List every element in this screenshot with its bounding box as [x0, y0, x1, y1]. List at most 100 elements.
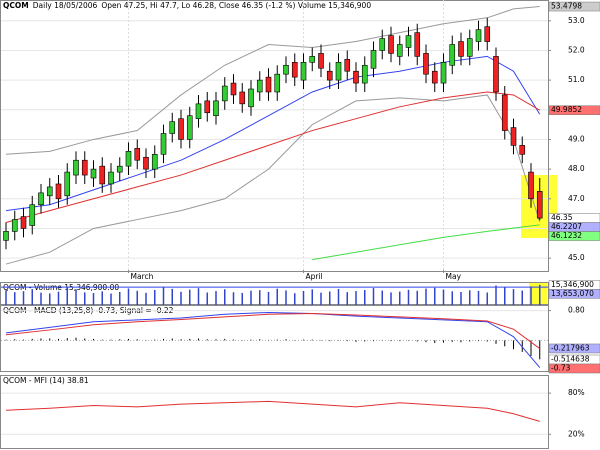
candle-body [256, 79, 263, 93]
candle-body [344, 59, 351, 72]
candle-body [475, 29, 482, 42]
candle-body [169, 121, 176, 134]
candle-body [431, 70, 438, 84]
candle-body [230, 82, 237, 96]
candle-body [11, 219, 18, 232]
candle-body [125, 151, 132, 167]
candle-body [423, 53, 429, 75]
y-tick-label: 47.0 [568, 194, 585, 203]
highlight [529, 282, 547, 305]
overlay-line [5, 6, 540, 155]
candle-body [519, 145, 526, 155]
price-header: QCOM Daily 18/05/2006 Open 47.25, Hi 47.7,… [3, 1, 371, 10]
candle-body [90, 168, 97, 179]
value-box-label: -0.514638 [551, 355, 590, 364]
y-tick-label: 53.0 [568, 16, 585, 25]
candle-body [213, 100, 219, 117]
overlay-line [5, 55, 541, 212]
candle-body [510, 127, 517, 146]
y-tick-label: 80% [568, 388, 585, 397]
series-line [5, 313, 541, 349]
overlay-line [5, 94, 541, 265]
candle-body [274, 73, 281, 93]
value-box [548, 105, 600, 115]
candle-body [151, 153, 158, 170]
candle-body [536, 191, 543, 219]
candle-body [414, 32, 421, 57]
series-line [5, 311, 541, 368]
y-tick-label: 48.0 [568, 164, 585, 173]
candle-body [361, 64, 368, 84]
value-box-label: -0.73 [551, 364, 571, 373]
value-box [548, 1, 600, 12]
value-box-label: -0.217963 [551, 343, 590, 352]
candle-body [405, 35, 412, 48]
panel-frame [0, 305, 549, 372]
candle-body [221, 85, 228, 102]
symbol: QCOM [3, 1, 29, 10]
y-tick-label: 51.0 [568, 75, 585, 84]
y-tick-label: 45.0 [568, 253, 585, 262]
candle-body [309, 56, 316, 63]
candle-body [20, 216, 27, 229]
candle-body [55, 183, 62, 200]
candle-body [186, 115, 193, 140]
y-tick-label: 20% [568, 429, 585, 438]
value-box [548, 289, 600, 299]
candle-body [326, 70, 333, 81]
candle-body [466, 38, 473, 57]
candle-body [501, 94, 508, 131]
candle-body [116, 165, 123, 173]
candle-body [99, 165, 106, 185]
candle-body [458, 41, 464, 57]
value-box-label: 46.1232 [551, 231, 582, 240]
candle-body [81, 159, 88, 176]
value-box [548, 231, 600, 241]
candle-body [528, 171, 534, 200]
candle-body [353, 70, 359, 84]
value-box-label: 53.4798 [551, 2, 582, 11]
candle-body [379, 38, 386, 51]
panel-frame [0, 0, 549, 272]
period: Daily 18/05/2006 [33, 1, 98, 10]
candle-body [134, 148, 141, 161]
candle-body [64, 171, 71, 197]
candle-body [195, 103, 202, 119]
candle-body [370, 50, 377, 69]
quote: Open 47.25, Hi 47.7, Lo 46.28, Close 46.… [101, 1, 371, 10]
candle-body [388, 35, 394, 54]
candle-body [38, 192, 44, 206]
y-tick-label: 52.0 [568, 45, 585, 54]
candle-body [108, 171, 114, 185]
panel-title: QCOM - MFI (14) 38.81 [3, 376, 89, 385]
x-tick-label: April [306, 272, 323, 281]
value-box-label: 46.2207 [551, 222, 582, 231]
panel-frame [0, 375, 549, 449]
y-tick-label: 0.80 [568, 306, 585, 315]
overlay-line [5, 91, 541, 224]
candle-body [396, 44, 403, 57]
candle-body [335, 62, 342, 81]
value-box-label: 49.9852 [551, 105, 582, 114]
value-box-label: 46.35 [551, 213, 573, 222]
candle-body [318, 53, 324, 69]
x-tick-label: March [131, 272, 154, 281]
candle-body [143, 156, 149, 170]
value-box [548, 343, 600, 354]
candle-body [160, 133, 167, 155]
value-box [548, 363, 600, 374]
candle-body [265, 76, 272, 93]
candle-body [73, 159, 79, 176]
y-tick-label: 49.0 [568, 134, 585, 143]
candle-body [239, 91, 246, 105]
candle-body [248, 88, 254, 108]
candle-body [29, 204, 36, 226]
candle-body [204, 100, 211, 114]
candle-body [449, 44, 456, 66]
candle-body [291, 62, 298, 78]
series-line [5, 400, 540, 422]
value-box-label: 15,346,900 [551, 280, 594, 289]
